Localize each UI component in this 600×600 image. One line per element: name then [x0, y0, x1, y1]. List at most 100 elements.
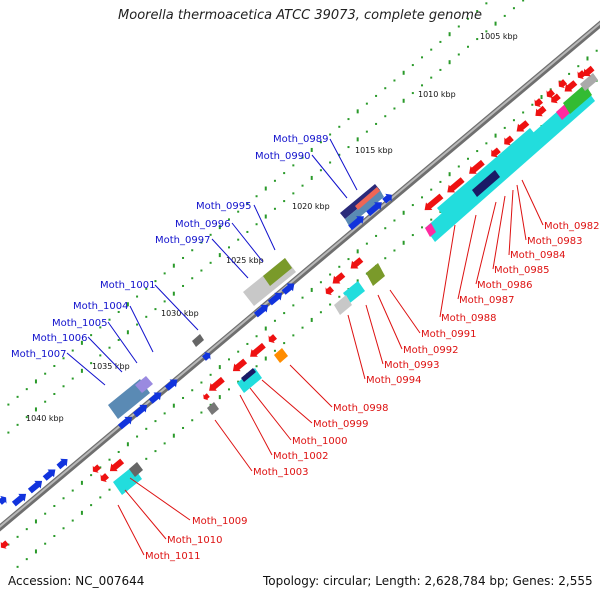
- tick-dot: [577, 65, 580, 68]
- leader-line: [154, 284, 199, 331]
- tick-dot: [273, 207, 276, 210]
- tick-dot: [62, 497, 65, 500]
- tick-dot: [365, 242, 368, 245]
- gene-label-moth-0982: Moth_0982: [544, 221, 599, 232]
- tick-dot: [71, 519, 74, 522]
- tick-dot: [191, 277, 194, 280]
- gene-label-moth-0984: Moth_0984: [510, 250, 565, 261]
- tick-dot: [163, 412, 166, 415]
- tick-dot: [512, 119, 515, 122]
- tick-dot: [191, 389, 194, 392]
- tick-dot: [310, 287, 313, 292]
- tick-dot: [485, 2, 488, 5]
- tick-dot: [540, 95, 543, 100]
- tick-dot: [384, 227, 387, 230]
- tick-dot: [255, 223, 258, 226]
- tick-dot: [16, 565, 19, 568]
- cog-block: [472, 170, 500, 197]
- cog-block: [563, 84, 592, 114]
- leader-line: [239, 394, 273, 456]
- tick-dot: [549, 88, 552, 91]
- tick-dot: [25, 528, 28, 531]
- tick-dot: [90, 504, 93, 507]
- tick-dot: [503, 126, 506, 129]
- tick-dot: [356, 109, 359, 114]
- tick-dot: [457, 25, 460, 28]
- gene-label-moth-0989: Moth_0989: [273, 134, 328, 145]
- gene-label-moth-0999: Moth_0999: [313, 419, 368, 430]
- tick-dot: [503, 14, 506, 17]
- tick-dot: [237, 238, 240, 241]
- gene-label-moth-1004: Moth_1004: [73, 301, 128, 312]
- tick-dot: [80, 480, 83, 485]
- cds-arrow: [209, 376, 225, 391]
- tick-dot: [209, 373, 212, 376]
- tick-dot: [494, 133, 497, 138]
- tick-dot: [384, 115, 387, 118]
- tick-dot: [476, 10, 479, 13]
- cog-block: [334, 295, 352, 315]
- kbp-label-1040: 1040 kbp: [26, 414, 64, 423]
- tick-dot: [80, 340, 83, 345]
- gene-label-moth-0993: Moth_0993: [384, 360, 439, 371]
- leader-line: [439, 224, 456, 318]
- tick-dot: [25, 388, 28, 391]
- cds-arrow: [577, 70, 586, 80]
- cds-arrow: [469, 159, 485, 174]
- cds-arrow: [491, 147, 501, 158]
- cds-arrow: [56, 458, 68, 470]
- tick-dot: [411, 234, 414, 237]
- tick-dot: [163, 300, 166, 303]
- gene-label-moth-0997: Moth_0997: [155, 235, 210, 246]
- tick-dot: [34, 407, 37, 412]
- leader-line: [124, 489, 167, 540]
- genome-title: Moorella thermoacetica ATCC 39073, compl…: [118, 8, 482, 23]
- tick-dot: [145, 315, 148, 318]
- tick-dot: [393, 219, 396, 222]
- kbp-label-1015: 1015 kbp: [355, 146, 393, 155]
- gene-label-moth-0990: Moth_0990: [255, 151, 310, 162]
- tick-dot: [62, 357, 65, 360]
- leader-line: [311, 154, 348, 199]
- leader-line: [87, 336, 123, 373]
- cds-arrow: [250, 342, 266, 357]
- tick-dot: [237, 210, 240, 213]
- tick-dot: [25, 416, 28, 419]
- kbp-label-1030: 1030 kbp: [161, 309, 199, 318]
- cds-arrow: [281, 283, 295, 295]
- tick-dot: [421, 196, 424, 199]
- tick-dot: [200, 411, 203, 414]
- tick-dot: [80, 510, 83, 515]
- tick-dot: [246, 342, 249, 345]
- gene-label-moth-1001: Moth_1001: [100, 280, 155, 291]
- tick-dot: [34, 379, 37, 384]
- tick-dot: [319, 311, 322, 314]
- tick-dot: [319, 141, 322, 144]
- cds-arrow: [253, 304, 269, 318]
- gene-label-moth-0992: Moth_0992: [403, 345, 458, 356]
- tick-dot: [62, 385, 65, 388]
- cog-block: [345, 190, 384, 226]
- tick-dot: [108, 346, 111, 349]
- leader-line: [365, 304, 384, 365]
- cds-arrow: [325, 286, 334, 296]
- tick-dot: [53, 504, 56, 507]
- tick-dot: [218, 365, 221, 370]
- leader-line: [377, 294, 403, 350]
- reverse-gene-labels: Moth_0982 Moth_0983 Moth_0984 Moth_0985 …: [145, 221, 599, 562]
- tick-dot: [338, 265, 341, 268]
- cds-arrow: [202, 351, 211, 361]
- tick-dot: [209, 233, 212, 236]
- leader-line: [107, 321, 138, 364]
- tick-dot: [439, 40, 442, 43]
- tick-dot: [421, 84, 424, 87]
- cds-arrow: [332, 272, 346, 284]
- tick-dot: [136, 295, 139, 298]
- kbp-label-1005: 1005 kbp: [480, 32, 518, 41]
- tick-dot: [292, 192, 295, 195]
- tick-dot: [466, 157, 469, 160]
- gene-label-moth-0983: Moth_0983: [527, 236, 582, 247]
- tick-dot: [402, 240, 405, 245]
- cog-block: [129, 462, 143, 477]
- cog-block: [135, 376, 153, 393]
